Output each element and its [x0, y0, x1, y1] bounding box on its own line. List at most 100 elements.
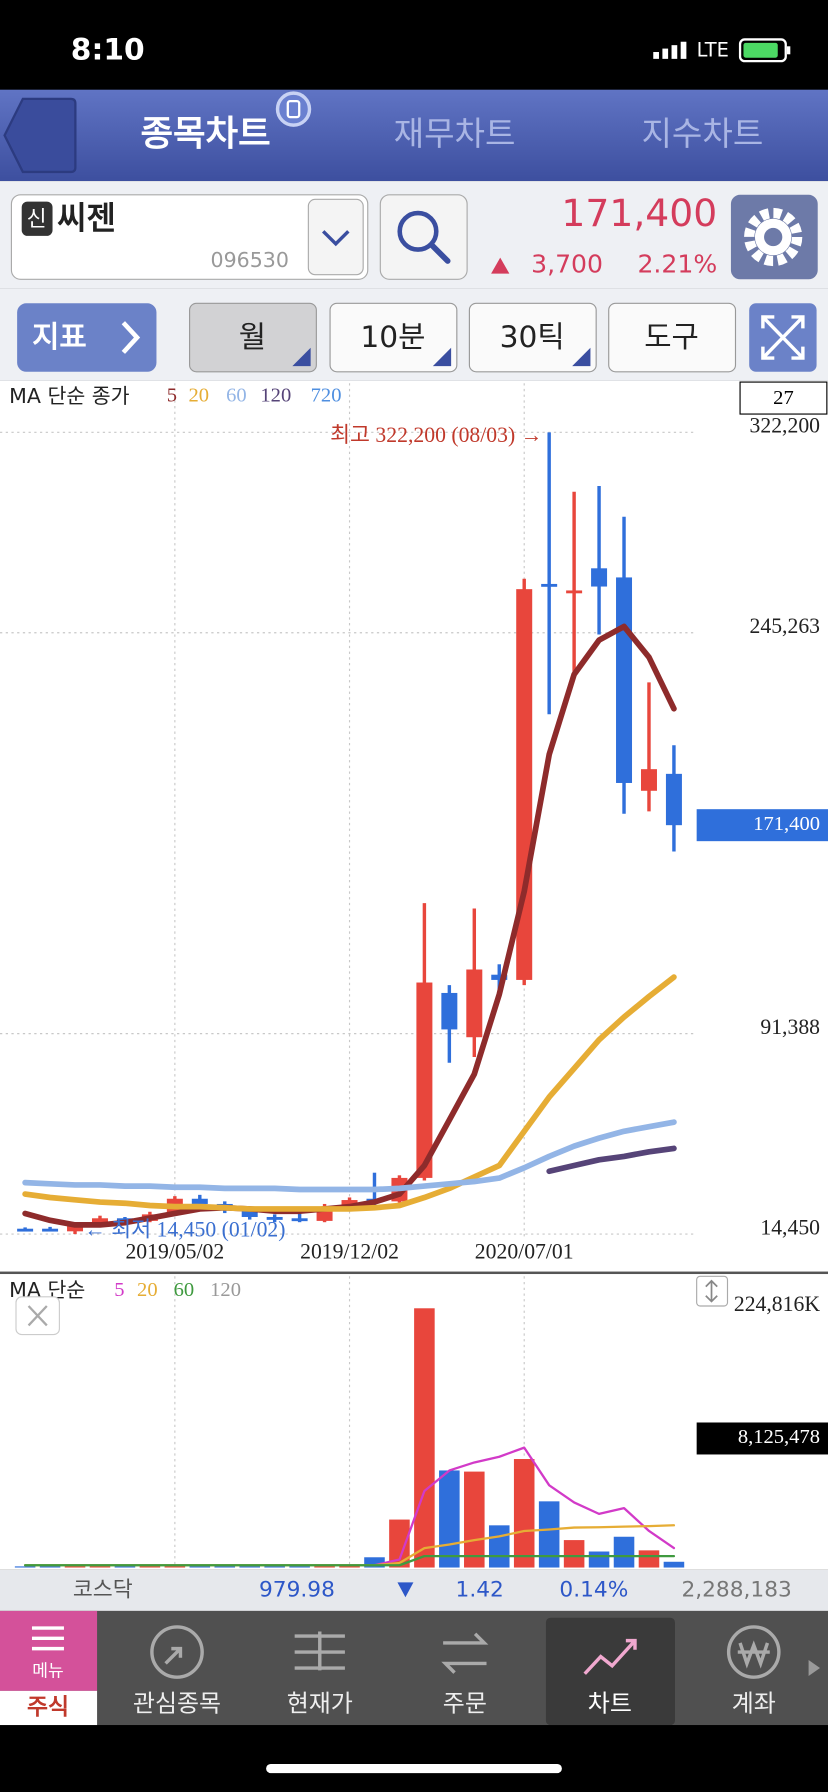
home-indicator — [266, 1763, 562, 1774]
nav-active-bg — [545, 1617, 675, 1726]
indicator-button[interactable] — [17, 303, 157, 372]
period-label: 월 — [239, 320, 266, 355]
stock-name: 씨젠 — [57, 199, 116, 237]
price-change: 3,700 — [531, 250, 603, 279]
volume-ma-line — [373, 1446, 676, 1567]
candle-body — [466, 969, 483, 1038]
volume-bar — [613, 1536, 635, 1568]
up-arrow — [491, 257, 510, 274]
index-bar — [0, 1569, 828, 1611]
gear-icon — [744, 207, 803, 267]
chevron — [121, 321, 141, 354]
volume-bar — [364, 1557, 385, 1568]
index-change: 1.42 — [456, 1577, 504, 1602]
y-tick-label: 322,200 — [750, 414, 821, 438]
volume-bar — [513, 1459, 535, 1568]
interval-button[interactable] — [329, 302, 458, 373]
volume-bar — [563, 1540, 585, 1568]
dropdown-button[interactable] — [307, 198, 364, 276]
menu-label: 메뉴 — [32, 1661, 64, 1681]
menu-sub[interactable]: 주식 — [27, 1695, 69, 1721]
y-tick-label: 224,816K — [734, 1292, 820, 1316]
last-value-label: 171,400 — [753, 813, 820, 835]
volume-bar — [588, 1551, 610, 1568]
legend-entry: 720 — [311, 385, 342, 407]
count-box — [739, 381, 828, 415]
volume-bar — [289, 1566, 310, 1568]
resize-icon — [705, 1279, 718, 1303]
candle-body — [241, 1210, 258, 1217]
legend-entry: 20 — [137, 1279, 158, 1301]
volume-bar — [314, 1566, 335, 1568]
volume-panel — [0, 1274, 828, 1570]
legend-entry: 20 — [188, 385, 209, 407]
search-button[interactable] — [379, 194, 468, 280]
interval-label: 10분 — [360, 320, 425, 355]
ticks-button[interactable] — [468, 302, 597, 373]
candle-body — [266, 1216, 283, 1220]
close-icon — [27, 1305, 48, 1327]
high-annotation: 최고 322,200 (08/03) → — [330, 423, 542, 447]
marker-label: 8,125,478 — [738, 1426, 820, 1448]
indicator-label: 지표 — [32, 320, 87, 355]
ma-line — [546, 1145, 677, 1175]
volume-bar — [189, 1566, 211, 1568]
tab-active[interactable]: 종목차트 — [140, 113, 270, 154]
stock-price: 171,400 — [561, 191, 717, 235]
volume-bar — [264, 1566, 285, 1568]
low-annotation: ← 최저 14,450 (01/02) — [84, 1218, 285, 1242]
candle-body — [566, 590, 583, 594]
home-area — [0, 1725, 828, 1792]
index-value: 979.98 — [259, 1577, 335, 1602]
tab[interactable]: 지수차트 — [641, 114, 763, 153]
tab[interactable]: 재무차트 — [394, 114, 516, 153]
tab-badge-icon — [275, 91, 312, 127]
volume-bar — [89, 1566, 111, 1568]
volume-bar — [39, 1566, 61, 1568]
x-tick-label: 2019/05/02 — [125, 1239, 224, 1263]
index-name: 코스닥 — [73, 1577, 133, 1602]
volume-bar — [114, 1566, 136, 1568]
legend-title: MA 단순 종가 — [9, 384, 130, 408]
legend-entry: 60 — [226, 385, 247, 407]
stock-input[interactable] — [10, 194, 369, 280]
marker-box — [696, 1422, 828, 1455]
nav-more[interactable] — [808, 1660, 821, 1677]
candle-body — [491, 974, 508, 980]
back-button[interactable] — [3, 97, 77, 174]
candle-body — [541, 583, 558, 587]
menu-button[interactable] — [0, 1610, 98, 1691]
candle-body — [441, 992, 458, 1030]
candle-body — [17, 1228, 34, 1232]
y-tick-label: 14,450 — [760, 1215, 820, 1239]
candle-body — [116, 1218, 133, 1222]
nav-item[interactable]: 현재가 — [287, 1690, 353, 1718]
candle-body — [665, 773, 682, 826]
ma-line — [22, 1119, 677, 1193]
volume-bar — [389, 1519, 410, 1568]
candle-body — [341, 1200, 358, 1207]
status-bar — [0, 0, 828, 90]
nav-item[interactable]: 주문 — [443, 1690, 487, 1718]
volume-bar — [464, 1471, 485, 1568]
nav-item[interactable]: 계좌 — [732, 1690, 776, 1718]
badge-bg — [21, 201, 53, 236]
candle-body — [191, 1198, 208, 1204]
period-button[interactable] — [189, 302, 317, 373]
battery-icon — [738, 38, 791, 63]
candle-body — [416, 982, 433, 1178]
volume-bar — [214, 1566, 236, 1568]
volume-bar — [538, 1501, 560, 1568]
volume-bar — [164, 1566, 186, 1568]
stock-code: 096530 — [211, 248, 289, 272]
legend-entry: 120 — [260, 385, 291, 407]
nav-item[interactable]: 관심종목 — [133, 1690, 221, 1718]
y-tick-label: 91,388 — [760, 1015, 820, 1039]
tools-button[interactable] — [608, 302, 737, 373]
nav-item-active[interactable]: 차트 — [588, 1690, 632, 1718]
volume-bar — [663, 1561, 685, 1568]
candle-body — [291, 1218, 308, 1222]
expand-icon — [761, 315, 805, 360]
candle-body — [67, 1226, 84, 1232]
